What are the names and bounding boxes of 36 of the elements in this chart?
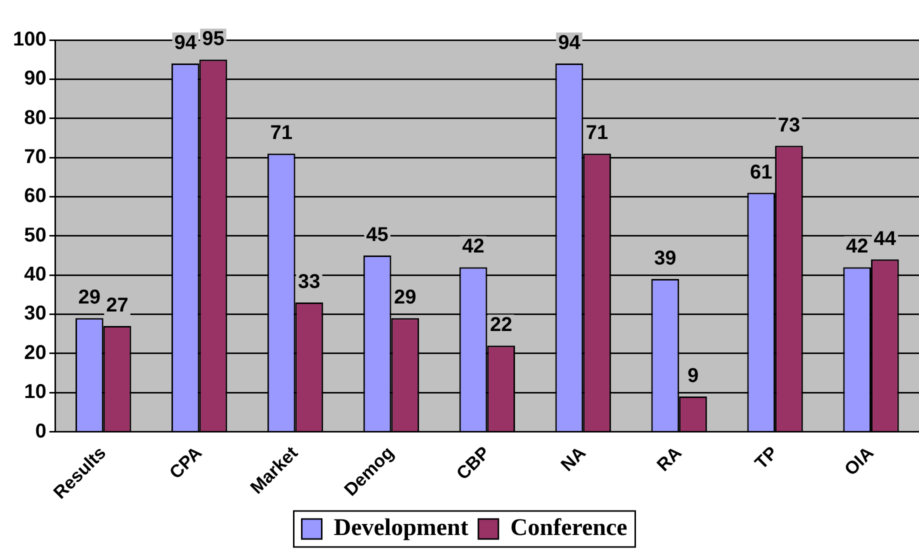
data-label: 94 <box>174 32 198 54</box>
y-tick-label: 80 <box>24 106 46 129</box>
x-tick-label: RA <box>652 442 686 476</box>
data-label: 71 <box>270 122 292 144</box>
y-tick-label: 0 <box>35 420 46 442</box>
y-tick-label: 10 <box>24 381 46 404</box>
x-tick-label: OIA <box>840 442 878 480</box>
data-label: 33 <box>298 270 320 293</box>
legend-label: Conference <box>510 515 628 542</box>
y-tick-label: 30 <box>24 302 46 325</box>
y-tick-label: 90 <box>24 68 46 90</box>
x-tick-label: CPA <box>166 442 206 483</box>
data-label: 22 <box>490 314 512 336</box>
data-label: 29 <box>394 286 416 309</box>
x-tick-label: NA <box>556 442 590 476</box>
data-label: 29 <box>78 286 101 309</box>
y-tick-label: 50 <box>24 224 46 246</box>
data-label: 42 <box>846 236 868 258</box>
data-label: 73 <box>778 114 800 136</box>
data-label: 71 <box>586 122 608 144</box>
y-tick-label: 40 <box>24 264 46 286</box>
data-label: 94 <box>558 32 582 54</box>
data-label: 45 <box>366 224 388 246</box>
y-tick-label: 20 <box>24 342 46 364</box>
legend-label: Development <box>334 515 468 542</box>
y-tick-label: 70 <box>24 146 46 168</box>
data-label: 27 <box>106 294 128 316</box>
data-label: 9 <box>687 365 699 388</box>
data-label: 61 <box>750 161 772 184</box>
data-label: 42 <box>462 236 484 258</box>
data-label: 39 <box>654 247 676 270</box>
data-label: 95 <box>202 28 224 50</box>
y-tick-label: 100 <box>12 28 46 51</box>
y-tick-label: 60 <box>24 185 46 208</box>
x-tick-label: TP <box>750 442 782 473</box>
data-label: 44 <box>874 228 897 250</box>
